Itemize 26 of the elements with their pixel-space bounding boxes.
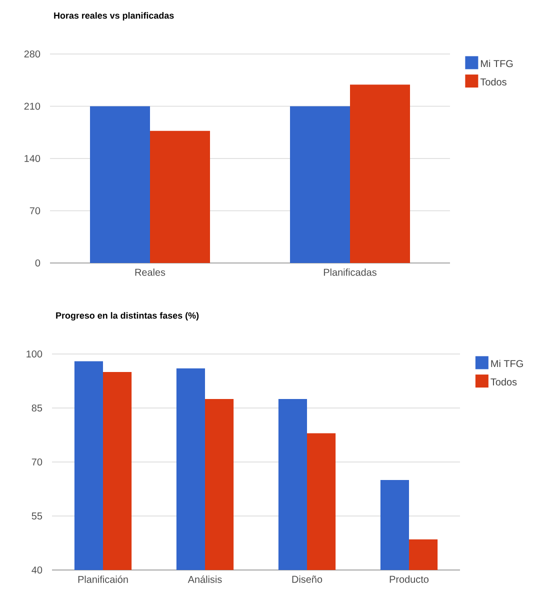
x-tick-label: Diseño — [292, 576, 322, 583]
y-tick-label: 85 — [32, 404, 42, 412]
x-tick-label: Producto — [390, 576, 429, 583]
x-tick-label: Reales — [135, 268, 166, 276]
bar — [350, 84, 410, 263]
bar — [290, 106, 350, 263]
y-tick-label: 40 — [32, 566, 42, 574]
y-tick-label: 210 — [24, 102, 40, 110]
y-tick-label: 70 — [32, 458, 42, 466]
legend-label: Mi TFG — [491, 360, 523, 368]
x-tick-label: Planificadas — [324, 268, 376, 276]
bar — [150, 130, 210, 263]
y-tick-label: 0 — [35, 259, 40, 267]
y-tick-label: 70 — [30, 207, 40, 214]
y-tick-label: 280 — [24, 50, 40, 58]
y-tick-label: 140 — [24, 154, 40, 162]
chart-title: Horas reales vs planificadas — [54, 12, 174, 20]
legend-label: Todos — [490, 378, 517, 386]
y-tick-label: 100 — [26, 350, 42, 358]
x-tick-label: Análisis — [188, 576, 222, 583]
bar — [90, 106, 150, 263]
legend-label: Mi TFG — [480, 60, 513, 68]
legend-label: Todos — [480, 78, 506, 86]
chart-title: Progreso en la distintas fases (%) — [56, 312, 199, 321]
x-tick-label: Planificaión — [78, 576, 128, 583]
y-tick-label: 55 — [32, 512, 42, 520]
